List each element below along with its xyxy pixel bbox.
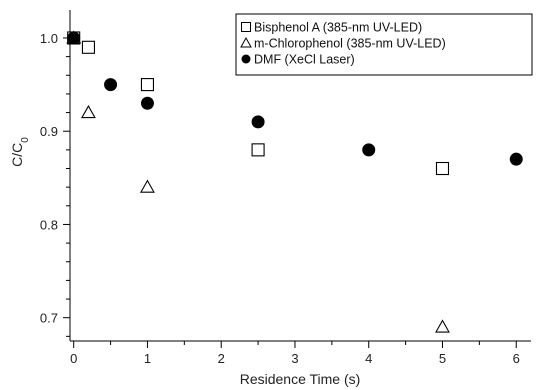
x-tick-label: 4 <box>365 351 372 366</box>
x-tick-label: 2 <box>218 351 225 366</box>
y-tick-label: 0.7 <box>40 311 58 326</box>
x-tick-label: 5 <box>439 351 446 366</box>
y-tick-label: 0.9 <box>40 124 58 139</box>
x-tick-label: 1 <box>144 351 151 366</box>
legend-label-series-1: Bisphenol A (385-nm UV-LED) <box>254 21 422 35</box>
data-point-series-2 <box>140 179 155 193</box>
data-point-series-1 <box>81 40 95 54</box>
x-tick-label: 0 <box>70 351 77 366</box>
legend-marker-series-1 <box>241 22 251 32</box>
data-point-series-3 <box>362 143 376 157</box>
y-tick-label: 0.8 <box>40 217 58 232</box>
legend-label-series-3: DMF (XeCl Laser) <box>254 53 355 67</box>
svg-text:C/C0: C/C0 <box>9 137 31 167</box>
legend-box <box>235 13 533 76</box>
x-tick-label: 3 <box>291 351 298 366</box>
legend-marker-series-2 <box>240 36 252 48</box>
data-point-series-3 <box>140 96 154 110</box>
legend-label-series-2: m-Chlorophenol (385-nm UV-LED) <box>254 37 446 51</box>
legend-marker-series-3 <box>241 54 251 64</box>
data-point-series-2 <box>435 319 450 333</box>
data-point-series-3 <box>509 152 523 166</box>
data-point-series-3 <box>104 78 118 92</box>
tick-labels: 0 1 2 3 4 5 6 0.7 0.8 0.9 1.0 <box>40 31 520 366</box>
data-points <box>66 30 523 333</box>
axes <box>69 10 531 342</box>
data-point-series-2 <box>80 104 96 119</box>
data-point-series-3 <box>251 115 265 129</box>
data-point-series-3 <box>67 31 81 45</box>
x-tick-label: 6 <box>513 351 520 366</box>
y-axis-label-main: C/C <box>9 143 25 167</box>
y-tick-label: 1.0 <box>40 31 58 46</box>
data-point-series-1 <box>251 143 265 157</box>
y-axis-label-subscript: 0 <box>20 137 31 143</box>
data-point-series-1 <box>140 78 154 92</box>
data-point-series-1 <box>435 161 450 176</box>
y-axis-label: C/C0 <box>9 137 31 167</box>
x-axis-label: Residence Time (s) <box>240 371 361 387</box>
tick-marks <box>63 37 517 348</box>
legend: Bisphenol A (385-nm UV-LED) m-Chloropheno… <box>235 13 533 76</box>
